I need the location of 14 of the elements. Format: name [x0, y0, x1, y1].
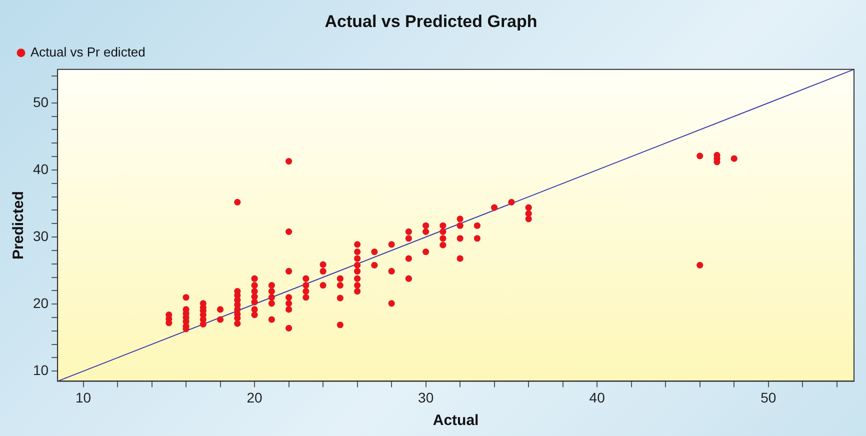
- x-tick-label: 10: [75, 389, 92, 406]
- x-tick-label: 20: [246, 389, 263, 406]
- x-tick-label: 50: [760, 389, 776, 406]
- y-axis-title: Predicted: [10, 191, 28, 260]
- chart-title: Actual vs Predicted Graph: [324, 12, 538, 31]
- x-axis-title: Actual: [432, 412, 479, 430]
- legend-label: Actual vs Pr edicted: [30, 44, 146, 60]
- y-tick-label: 20: [32, 294, 49, 311]
- y-tick-label: 50: [32, 94, 49, 110]
- x-tick-label: 40: [589, 389, 606, 406]
- y-tick-label: 10: [32, 362, 49, 378]
- y-tick-label: 30: [32, 228, 49, 244]
- y-tick-label: 40: [32, 160, 49, 177]
- x-tick-label: 30: [418, 389, 434, 406]
